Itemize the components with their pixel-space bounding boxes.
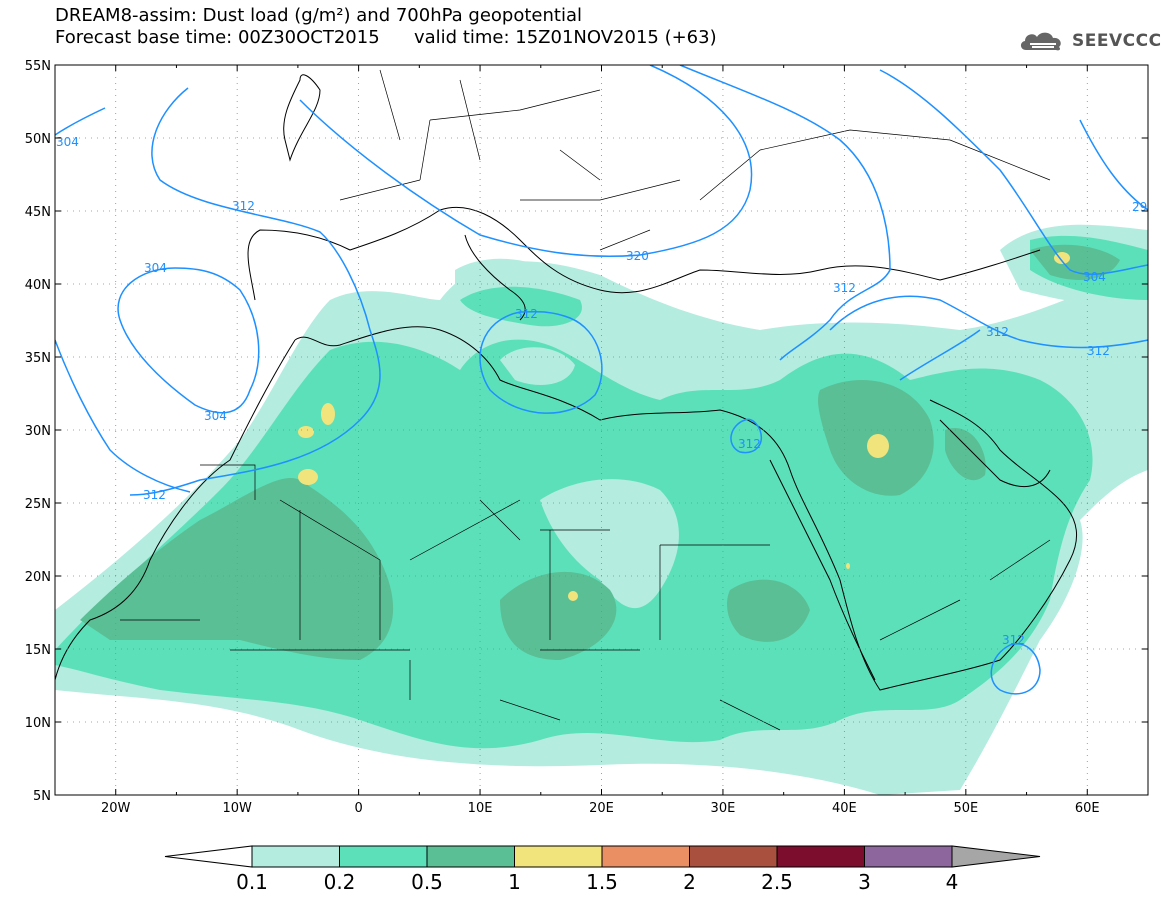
lon-tick-label: 60E — [1075, 801, 1100, 816]
lon-tick-label: 40E — [832, 801, 857, 816]
contour-label: 304 — [1083, 270, 1106, 284]
dust-area-1 — [298, 426, 314, 438]
colorbar-box — [689, 845, 778, 868]
colorbar-label: 2.5 — [761, 870, 793, 894]
contour-line-312-gulf — [829, 295, 1148, 349]
map-subtitle-times: Forecast base time: 00Z30OCT2015 valid t… — [55, 27, 717, 48]
lon-tick-label: 30E — [711, 801, 736, 816]
dust-area-0.1 — [540, 479, 679, 609]
dust-area-0.5 — [500, 571, 617, 660]
lon-tick-label: 10E — [468, 801, 493, 816]
dust-area-0.5 — [80, 478, 394, 660]
contour-line-320 — [299, 65, 753, 258]
contour-line-304-far-west — [55, 339, 191, 493]
contour-line-304-east — [879, 69, 1148, 276]
dust-area-1 — [846, 563, 850, 569]
dust-area-0.5 — [945, 428, 986, 481]
dust-area-0.5 — [1030, 244, 1120, 280]
lat-tick-label: 45N — [25, 205, 51, 220]
axis-ticks: 55N 50N 45N 40N 35N 30N 25N 20N 15N 10N 5N 20W 10W 0 1… — [25, 59, 1149, 816]
contour-label: 304 — [204, 409, 227, 423]
lat-tick-label: 35N — [25, 351, 51, 366]
dust-area-0.5 — [727, 579, 810, 642]
colorbar-label: 3 — [858, 870, 871, 894]
colorbar-label: 1.5 — [586, 870, 618, 894]
dust-area-0.2 — [460, 286, 582, 327]
colorbar-box — [601, 845, 690, 868]
lat-tick-label: 50N — [25, 132, 51, 147]
dust-area-1 — [568, 591, 578, 601]
colorbar-box — [864, 845, 953, 868]
contour-line-312-socotra — [990, 643, 1041, 695]
coastline-west-africa — [294, 326, 1078, 691]
coastline-uk — [283, 74, 321, 162]
contour-label: 312 — [986, 325, 1009, 339]
contour-label: 304 — [144, 261, 167, 275]
map-title: DREAM8-assim: Dust load (g/m²) and 700hP… — [55, 5, 582, 26]
lat-tick-label: 5N — [33, 789, 51, 804]
dust-area-1 — [867, 434, 889, 458]
lat-tick-label: 20N — [25, 570, 51, 585]
contour-label: 312 — [1002, 633, 1025, 647]
coastline-africa-west — [55, 339, 296, 681]
dust-area-1 — [321, 403, 335, 425]
contour-line-296 — [1079, 119, 1148, 211]
dust-area-0.1 — [500, 347, 575, 385]
contour-label: 312 — [515, 307, 538, 321]
seevccc-logo: SEEVCCC — [1018, 26, 1162, 56]
lon-tick-label: 10W — [222, 801, 252, 816]
colorbar-box — [426, 845, 515, 868]
cloud-icon — [1020, 32, 1061, 51]
lon-tick-label: 20E — [589, 801, 614, 816]
geopotential-contours — [55, 65, 1148, 695]
contour-label: 320 — [626, 249, 649, 263]
colorbar-box — [251, 845, 340, 868]
colorbar-label: 2 — [683, 870, 696, 894]
contour-line-312-north — [129, 87, 381, 496]
lon-tick-label: 0 — [354, 801, 362, 816]
dust-area-1 — [298, 469, 318, 485]
contour-line-312-arabia — [899, 329, 981, 381]
contour-label: 312 — [232, 199, 255, 213]
contour-label: 304 — [56, 135, 79, 149]
contour-label: 312 — [738, 437, 761, 451]
colorbar-lower-triangle — [164, 845, 253, 868]
border-lines-europe — [339, 69, 1051, 251]
contour-line-312-nile — [730, 418, 762, 454]
lat-tick-label: 55N — [25, 59, 51, 74]
colorbar-label: 0.2 — [324, 870, 356, 894]
colorbar-label: 0.5 — [411, 870, 443, 894]
contour-labels: 304 312 304 304 312 320 312 312 304 312 … — [56, 135, 1147, 647]
colorbar-upper-triangle — [951, 845, 1041, 868]
dust-field — [55, 224, 1148, 795]
lat-tick-label: 15N — [25, 643, 51, 658]
colorbar-label: 1 — [508, 870, 521, 894]
colorbar-box — [339, 845, 428, 868]
colorbar-label: 0.1 — [236, 870, 268, 894]
colorbar-box — [776, 845, 865, 868]
contour-line-304-loop — [117, 267, 260, 414]
contour-line-312-mid — [479, 311, 603, 414]
colorbar-box — [514, 845, 603, 868]
lat-tick-label: 30N — [25, 424, 51, 439]
lat-tick-label: 40N — [25, 278, 51, 293]
coastline-redsea — [769, 459, 876, 681]
map-grid — [55, 65, 1148, 795]
lon-tick-label: 20W — [101, 801, 131, 816]
logo-text: SEEVCCC — [1072, 31, 1162, 51]
coastline-italy — [464, 234, 526, 321]
lon-tick-label: 50E — [953, 801, 978, 816]
contour-line-304-west — [55, 107, 106, 136]
lat-tick-label: 10N — [25, 716, 51, 731]
lat-tick-label: 25N — [25, 497, 51, 512]
colorbar-label: 4 — [946, 870, 959, 894]
coastlines — [55, 69, 1078, 731]
contour-label: 312 — [143, 488, 166, 502]
border-lines — [120, 464, 1051, 731]
contour-line-312-east — [679, 65, 891, 361]
contour-label: 312 — [1087, 344, 1110, 358]
coastline-gulf — [939, 419, 1051, 488]
